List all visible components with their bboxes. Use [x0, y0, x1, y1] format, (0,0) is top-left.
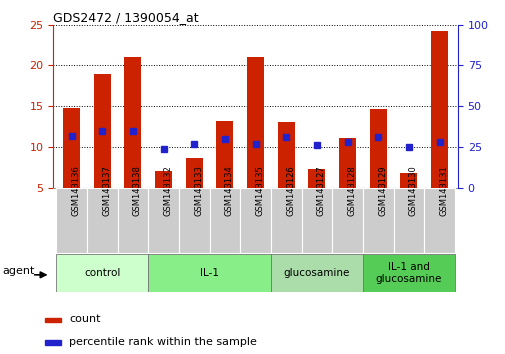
Bar	[209, 188, 240, 253]
Bar	[423, 188, 454, 253]
Text: glucosamine: glucosamine	[283, 268, 349, 278]
Text: GDS2472 / 1390054_at: GDS2472 / 1390054_at	[53, 11, 198, 24]
Bar	[246, 57, 264, 188]
Bar	[270, 254, 362, 292]
Bar	[301, 188, 332, 253]
Text: GSM143126: GSM143126	[286, 166, 294, 216]
Bar	[148, 188, 178, 253]
Text: IL-1 and
glucosamine: IL-1 and glucosamine	[375, 262, 441, 284]
Text: GSM143135: GSM143135	[255, 166, 264, 216]
Bar	[277, 122, 294, 188]
Bar	[338, 138, 355, 188]
Bar	[393, 188, 423, 253]
Bar	[216, 121, 233, 188]
Bar	[56, 188, 87, 253]
Bar	[270, 188, 301, 253]
Text: GSM143132: GSM143132	[163, 166, 172, 216]
Text: IL-1: IL-1	[199, 268, 219, 278]
Text: GSM143130: GSM143130	[408, 166, 417, 216]
Text: count: count	[69, 314, 100, 325]
Text: GSM143129: GSM143129	[377, 166, 386, 216]
Bar	[369, 109, 386, 188]
Text: GSM143134: GSM143134	[224, 166, 233, 216]
Bar	[399, 173, 417, 188]
Bar	[45, 341, 61, 344]
Bar	[308, 169, 325, 188]
Bar	[87, 188, 117, 253]
Bar	[185, 158, 202, 188]
Bar	[117, 188, 148, 253]
Text: GSM143128: GSM143128	[347, 166, 356, 216]
Text: GSM143136: GSM143136	[71, 165, 80, 216]
Text: control: control	[84, 268, 120, 278]
Text: agent: agent	[3, 266, 35, 276]
Bar	[178, 188, 209, 253]
Bar	[332, 188, 362, 253]
Bar	[362, 188, 393, 253]
Bar	[63, 108, 80, 188]
Bar	[56, 254, 148, 292]
Text: GSM143137: GSM143137	[102, 165, 111, 216]
Bar	[93, 74, 111, 188]
Bar	[148, 254, 270, 292]
Bar	[45, 318, 61, 322]
Bar	[362, 254, 454, 292]
Text: percentile rank within the sample: percentile rank within the sample	[69, 337, 257, 347]
Text: GSM143127: GSM143127	[316, 166, 325, 216]
Text: GSM143131: GSM143131	[439, 166, 447, 216]
Bar	[124, 57, 141, 188]
Bar	[155, 171, 172, 188]
Text: GSM143138: GSM143138	[133, 165, 141, 216]
Bar	[430, 31, 447, 188]
Text: GSM143133: GSM143133	[194, 165, 203, 216]
Bar	[240, 188, 270, 253]
